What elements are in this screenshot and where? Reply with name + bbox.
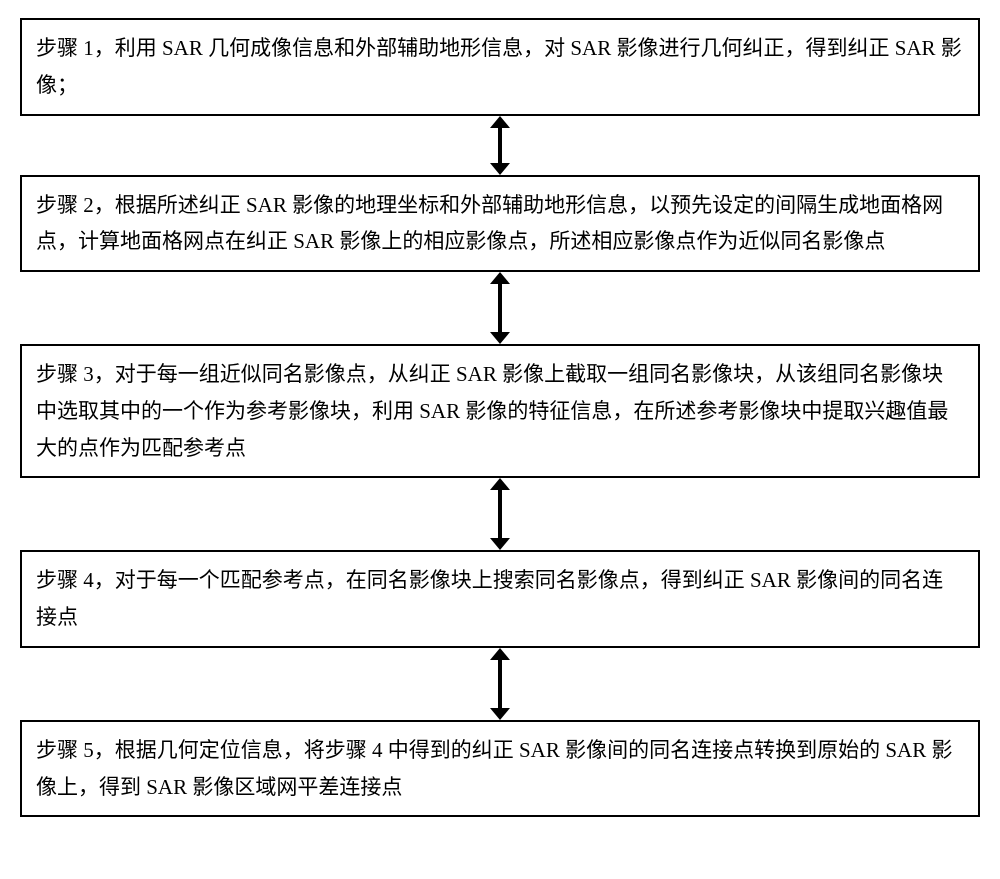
step-text-3: 步骤 3，对于每一组近似同名影像点，从纠正 SAR 影像上截取一组同名影像块，从… [36, 362, 948, 460]
connector-1-2 [490, 116, 510, 175]
connector-shaft [498, 490, 502, 538]
flowchart-container: 步骤 1，利用 SAR 几何成像信息和外部辅助地形信息，对 SAR 影像进行几何… [0, 0, 1000, 879]
arrow-up-icon [490, 648, 510, 660]
connector-shaft [498, 284, 502, 332]
step-text-2: 步骤 2，根据所述纠正 SAR 影像的地理坐标和外部辅助地形信息，以预先设定的间… [36, 193, 943, 254]
connector-3-4 [490, 478, 510, 550]
arrow-down-icon [490, 163, 510, 175]
step-text-1: 步骤 1，利用 SAR 几何成像信息和外部辅助地形信息，对 SAR 影像进行几何… [36, 36, 962, 97]
arrow-down-icon [490, 538, 510, 550]
arrow-up-icon [490, 478, 510, 490]
step-text-4: 步骤 4，对于每一个匹配参考点，在同名影像块上搜索同名影像点，得到纠正 SAR … [36, 568, 943, 629]
arrow-up-icon [490, 272, 510, 284]
connector-shaft [498, 128, 502, 163]
step-box-3: 步骤 3，对于每一组近似同名影像点，从纠正 SAR 影像上截取一组同名影像块，从… [20, 344, 980, 478]
connector-4-5 [490, 648, 510, 720]
arrow-down-icon [490, 332, 510, 344]
connector-shaft [498, 660, 502, 708]
step-box-4: 步骤 4，对于每一个匹配参考点，在同名影像块上搜索同名影像点，得到纠正 SAR … [20, 550, 980, 648]
step-box-5: 步骤 5，根据几何定位信息，将步骤 4 中得到的纠正 SAR 影像间的同名连接点… [20, 720, 980, 818]
step-text-5: 步骤 5，根据几何定位信息，将步骤 4 中得到的纠正 SAR 影像间的同名连接点… [36, 738, 952, 799]
step-box-2: 步骤 2，根据所述纠正 SAR 影像的地理坐标和外部辅助地形信息，以预先设定的间… [20, 175, 980, 273]
arrow-up-icon [490, 116, 510, 128]
connector-2-3 [490, 272, 510, 344]
arrow-down-icon [490, 708, 510, 720]
step-box-1: 步骤 1，利用 SAR 几何成像信息和外部辅助地形信息，对 SAR 影像进行几何… [20, 18, 980, 116]
